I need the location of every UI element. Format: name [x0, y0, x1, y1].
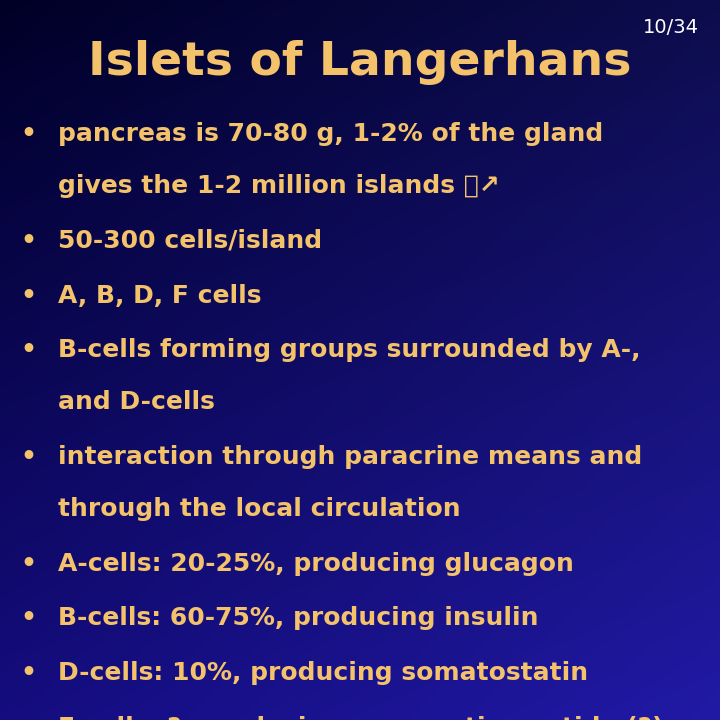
Text: F-cells: ?, producing pancreatic peptide (?): F-cells: ?, producing pancreatic peptide… [58, 716, 663, 720]
Text: •: • [21, 606, 37, 630]
Text: •: • [21, 445, 37, 469]
Text: D-cells: 10%, producing somatostatin: D-cells: 10%, producing somatostatin [58, 661, 588, 685]
Text: A, B, D, F cells: A, B, D, F cells [58, 284, 261, 307]
Text: and D-cells: and D-cells [58, 390, 215, 415]
Text: 10/34: 10/34 [642, 18, 698, 37]
Text: •: • [21, 284, 37, 307]
Text: interaction through paracrine means and: interaction through paracrine means and [58, 445, 642, 469]
Text: gives the 1-2 million islands ⎘↗: gives the 1-2 million islands ⎘↗ [58, 174, 500, 199]
Text: pancreas is 70-80 g, 1-2% of the gland: pancreas is 70-80 g, 1-2% of the gland [58, 122, 603, 146]
Text: •: • [21, 716, 37, 720]
Text: •: • [21, 229, 37, 253]
Text: B-cells: 60-75%, producing insulin: B-cells: 60-75%, producing insulin [58, 606, 538, 630]
Text: •: • [21, 338, 37, 362]
Text: 50-300 cells/island: 50-300 cells/island [58, 229, 322, 253]
Text: •: • [21, 661, 37, 685]
Text: B-cells forming groups surrounded by A-,: B-cells forming groups surrounded by A-, [58, 338, 640, 362]
Text: Islets of Langerhans: Islets of Langerhans [89, 40, 631, 85]
Text: through the local circulation: through the local circulation [58, 497, 460, 521]
Text: A-cells: 20-25%, producing glucagon: A-cells: 20-25%, producing glucagon [58, 552, 573, 575]
Text: •: • [21, 552, 37, 575]
Text: •: • [21, 122, 37, 146]
